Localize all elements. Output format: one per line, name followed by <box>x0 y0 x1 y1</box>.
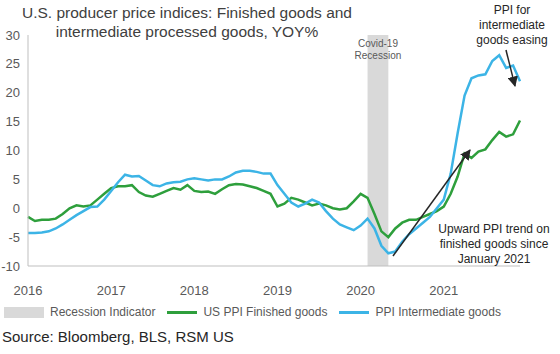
svg-text:10: 10 <box>8 143 20 158</box>
html-text:U.S. producer price indices: F: U.S. producer price indices: Finished go… <box>22 4 352 40</box>
html-text:Upward PPI trend on finished g: Upward PPI trend on finished goods since… <box>438 222 550 266</box>
svg-text:2016: 2016 <box>14 283 43 296</box>
html-text:Source: Bloomberg, BLS, RSM US: Source: Bloomberg, BLS, RSM US <box>2 328 234 345</box>
svg-text:2021: 2021 <box>429 283 458 296</box>
svg-text:0: 0 <box>13 201 20 216</box>
html-text:PPI for intermediate goods eas: PPI for intermediate goods easing <box>476 3 548 47</box>
svg-text:30: 30 <box>8 28 20 43</box>
html-text:PPI Intermediate goods: PPI Intermediate goods <box>375 305 501 319</box>
svg-text:Covid-19Recession: Covid-19Recession <box>355 38 402 61</box>
svg-text:25: 25 <box>8 56 20 71</box>
svg-text:20: 20 <box>8 85 20 100</box>
html-text:US PPI Finished goods: US PPI Finished goods <box>203 305 328 319</box>
html-text:Recession Indicator: Recession Indicator <box>50 305 156 319</box>
svg-text:2020: 2020 <box>346 283 375 296</box>
svg-text:5: 5 <box>13 172 20 187</box>
svg-text:-10: -10 <box>8 259 20 274</box>
svg-text:-5: -5 <box>8 230 20 245</box>
svg-text:2018: 2018 <box>180 283 209 296</box>
svg-text:2019: 2019 <box>263 283 292 296</box>
svg-text:2017: 2017 <box>97 283 126 296</box>
svg-text:15: 15 <box>8 114 20 129</box>
